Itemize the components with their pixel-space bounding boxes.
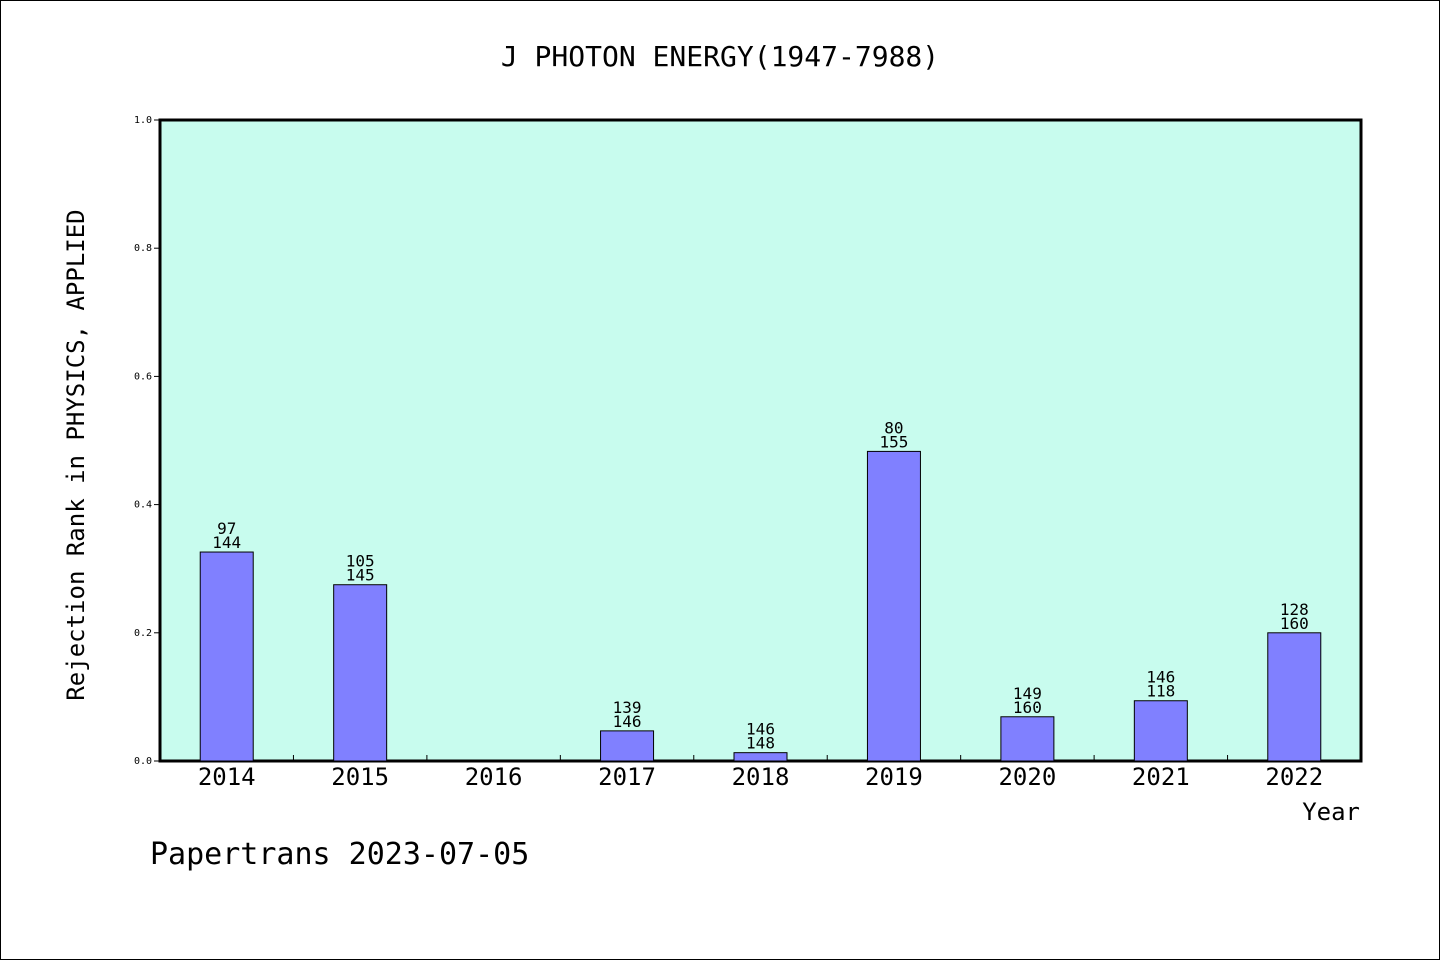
y-tick-label: 0.6 [134, 371, 152, 382]
bar-label-top: 139 [613, 698, 642, 717]
bar-label-top: 80 [884, 418, 903, 437]
bar-2021 [1133, 700, 1188, 762]
bar-label-top: 146 [1146, 668, 1175, 687]
y-tick-label: 0.8 [134, 243, 152, 254]
y-tick-label: 0.0 [134, 756, 152, 767]
bar-label-bottom: 155 [879, 432, 908, 451]
bar-label-top: 149 [1013, 684, 1042, 703]
x-tick-label: 2014 [198, 763, 256, 791]
bar-label-bottom: 160 [1013, 698, 1042, 717]
y-axis-label: Rejection Rank in PHYSICS, APPLIED [62, 209, 90, 700]
x-tick-label: 2021 [1132, 763, 1190, 791]
y-tick-label: 0.4 [134, 500, 152, 511]
y-tick-label: 0.2 [134, 628, 152, 639]
y-tick-label: 1.0 [134, 115, 152, 126]
bar-label-top: 128 [1280, 600, 1309, 619]
bar-series [199, 450, 1322, 762]
x-tick-label: 2019 [865, 763, 923, 791]
bar-2018 [733, 752, 788, 762]
bar-2022 [1267, 632, 1322, 762]
chart-title: J PHOTON ENERGY(1947-7988) [501, 40, 939, 73]
bar-2015 [333, 584, 388, 762]
bar-label-top: 105 [346, 552, 375, 571]
bar-label-bottom: 146 [613, 712, 642, 731]
bar-2014 [199, 551, 254, 762]
bar-label-top: 146 [746, 720, 775, 739]
footer-date-stamp: Papertrans 2023-07-05 [150, 837, 529, 872]
x-tick-label: 2018 [732, 763, 790, 791]
bar-label-top: 97 [217, 519, 236, 538]
bar-label-bottom: 148 [746, 734, 775, 753]
bar-2019 [866, 450, 921, 762]
bar-2020 [1000, 716, 1055, 762]
x-tick-label: 2015 [331, 763, 389, 791]
bar-label-bottom: 144 [212, 533, 241, 552]
bar-label-bottom: 145 [346, 566, 375, 585]
x-axis-label: Year [1302, 798, 1360, 826]
x-axis: 2014 2015 2016 2017 2018 2019 2020 2021 2022 [198, 755, 1323, 791]
x-tick-label: 2022 [1265, 763, 1323, 791]
x-tick-label: 2020 [998, 763, 1056, 791]
x-tick-label: 2016 [465, 763, 523, 791]
y-axis: 0.0 0.2 0.4 0.6 0.8 1.0 [134, 115, 160, 767]
x-tick-label: 2017 [598, 763, 656, 791]
bar-label-bottom: 118 [1146, 682, 1175, 701]
bar-label-bottom: 160 [1280, 614, 1309, 633]
bar-2017 [600, 730, 655, 762]
